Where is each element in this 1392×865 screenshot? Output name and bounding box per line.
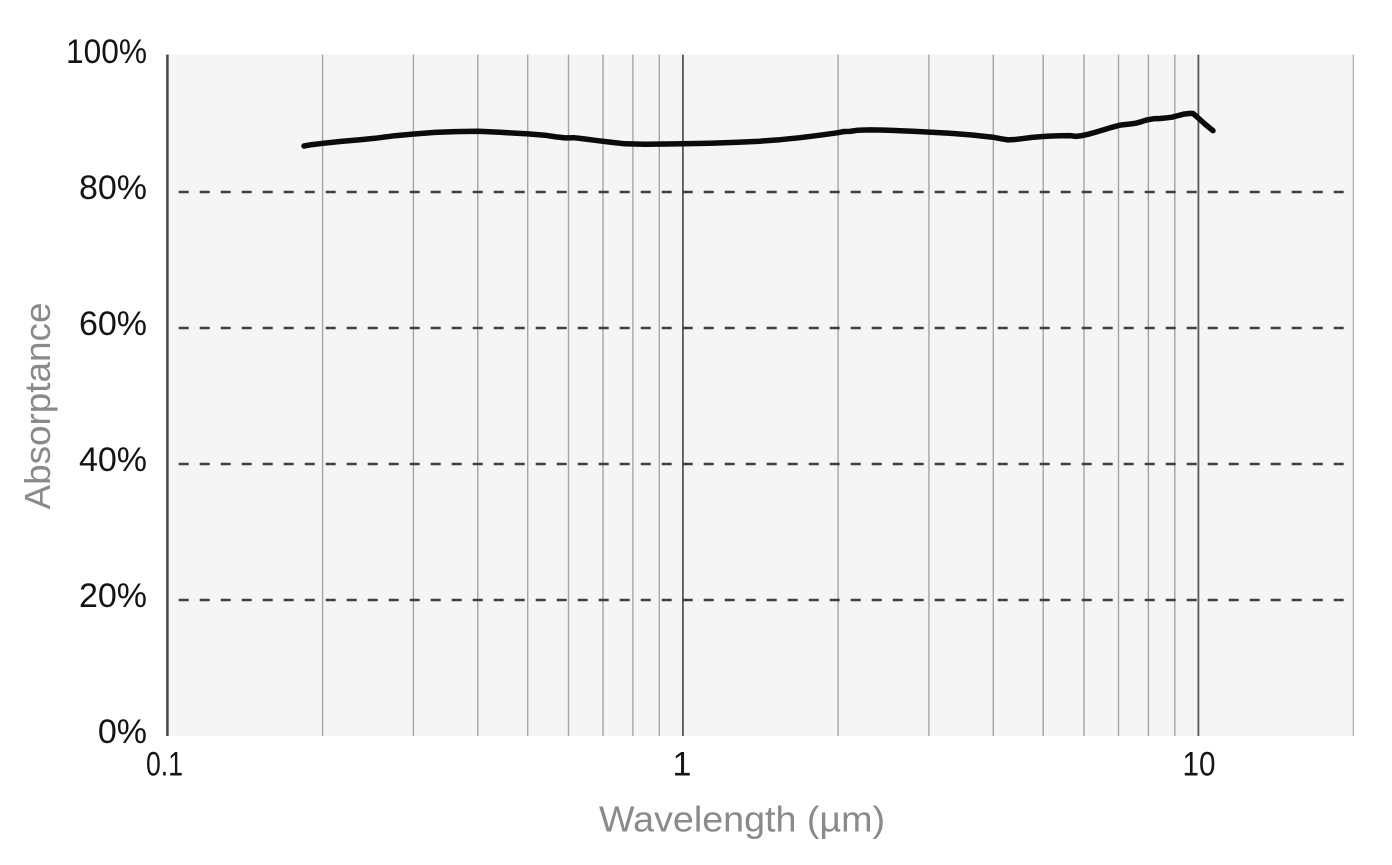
svg-text:80%: 80% (79, 169, 147, 207)
svg-text:0.1: 0.1 (146, 745, 183, 783)
svg-text:Absorptance: Absorptance (17, 303, 58, 510)
svg-text:1: 1 (673, 745, 692, 783)
svg-text:60%: 60% (79, 305, 147, 343)
svg-text:20%: 20% (79, 577, 147, 615)
svg-text:0%: 0% (98, 713, 147, 751)
svg-text:100%: 100% (66, 33, 147, 71)
svg-text:10: 10 (1183, 745, 1216, 783)
svg-text:40%: 40% (79, 441, 147, 479)
svg-text:Wavelength (µm): Wavelength (µm) (599, 799, 885, 840)
